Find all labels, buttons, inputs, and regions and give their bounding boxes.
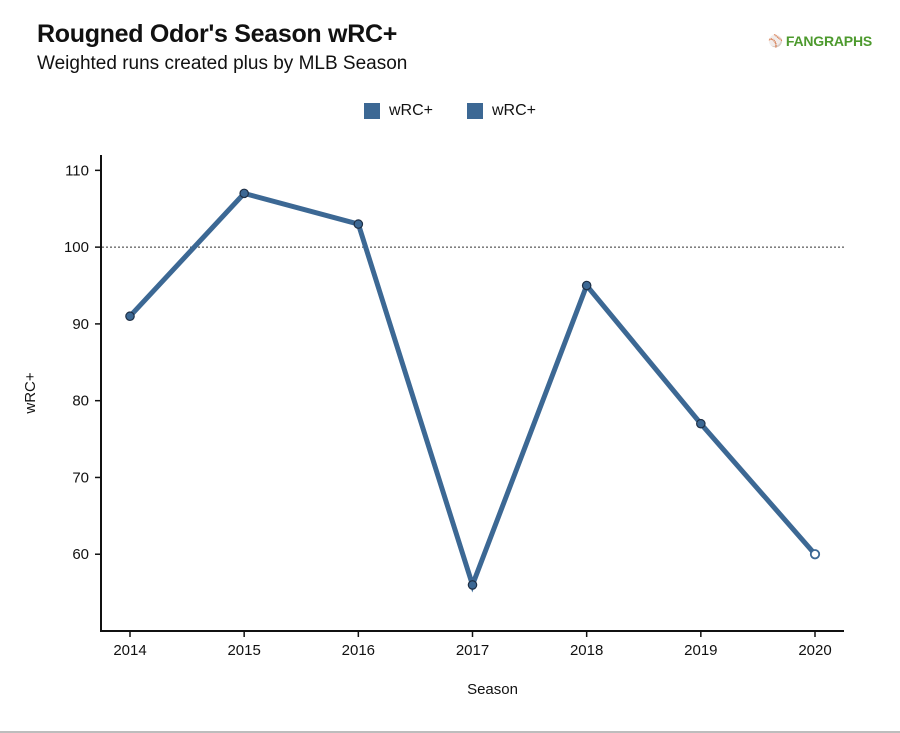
data-point [239,188,249,199]
y-tick-label: 70 [72,469,89,486]
y-tick-label: 90 [72,316,89,333]
legend-label: wRC+ [492,102,537,119]
y-tick-label: 80 [72,393,89,410]
legend-item: wRC+ [467,102,536,120]
y-tick-label: 100 [64,239,89,256]
fangraphs-logo-text: FANGRAPHS [785,33,872,49]
data-point [353,219,364,229]
chart-legend: wRC+ wRC+ [0,102,900,120]
legend-item: wRC+ [363,102,433,120]
chart-title: Rougned Odor's Season wRC+ [37,20,397,48]
x-axis-title: Season [467,681,518,698]
x-tick-label: 2015 [227,642,260,659]
fangraphs-logo: ⚾ FANGRAPHS [768,33,872,49]
x-tick-label: 2017 [456,642,489,659]
bottom-divider [0,731,900,733]
data-point [125,311,135,322]
data-point [696,418,706,429]
x-tick-label: 2014 [113,642,146,659]
fangraphs-player-icon: ⚾ [768,34,783,48]
chart-subtitle: Weighted runs created plus by MLB Season [37,53,408,74]
series-line [127,190,818,593]
data-point [467,580,478,590]
x-tick-label: 2016 [342,642,375,659]
data-point [581,280,592,291]
x-tick-label: 2018 [570,642,603,659]
x-tick-label: 2020 [798,642,831,659]
data-point [809,549,821,560]
x-tick-label: 2019 [684,642,717,659]
y-tick-label: 60 [72,546,89,563]
legend-swatch [363,103,380,119]
legend-label: wRC+ [388,102,433,119]
y-tick-label: 110 [65,162,89,179]
y-axis-title: wRC+ [22,372,39,414]
legend-swatch [467,103,483,119]
